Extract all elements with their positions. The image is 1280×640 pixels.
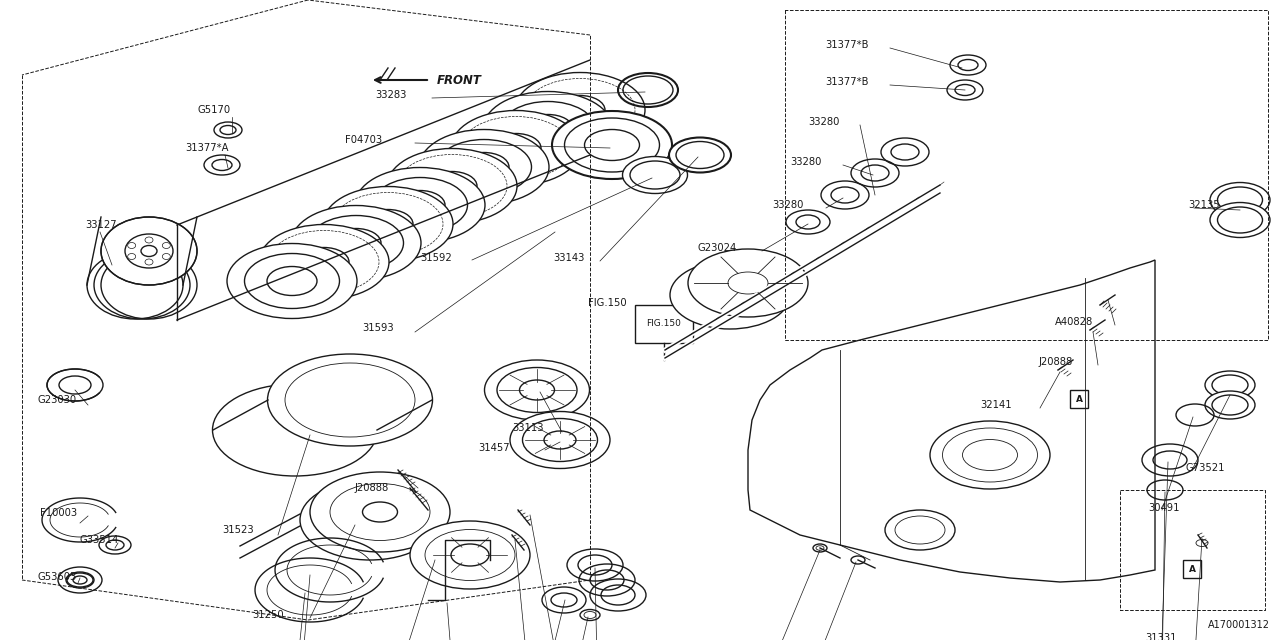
Text: 30491: 30491 xyxy=(1148,503,1179,513)
Ellipse shape xyxy=(268,354,433,446)
Ellipse shape xyxy=(163,253,170,259)
Ellipse shape xyxy=(419,129,549,205)
Text: FIG.150: FIG.150 xyxy=(646,319,681,328)
Text: 31592: 31592 xyxy=(420,253,452,263)
Ellipse shape xyxy=(622,157,687,193)
Text: 33113: 33113 xyxy=(512,423,544,433)
Text: 32135: 32135 xyxy=(1188,200,1220,210)
Ellipse shape xyxy=(813,544,827,552)
Text: A170001312: A170001312 xyxy=(1208,620,1270,630)
Ellipse shape xyxy=(300,480,440,560)
Ellipse shape xyxy=(1204,391,1254,419)
Ellipse shape xyxy=(451,111,581,186)
Ellipse shape xyxy=(669,138,731,173)
Text: J20888: J20888 xyxy=(355,483,389,493)
Ellipse shape xyxy=(1210,182,1270,218)
Ellipse shape xyxy=(1204,371,1254,399)
Ellipse shape xyxy=(689,249,808,317)
Text: 33143: 33143 xyxy=(553,253,585,263)
Ellipse shape xyxy=(1210,202,1270,237)
Ellipse shape xyxy=(259,225,389,300)
Ellipse shape xyxy=(387,148,517,223)
Text: G73521: G73521 xyxy=(1185,463,1225,473)
Ellipse shape xyxy=(355,168,485,243)
Ellipse shape xyxy=(669,261,790,329)
Text: FRONT: FRONT xyxy=(436,74,481,86)
Text: G23024: G23024 xyxy=(698,243,737,253)
Text: 31593: 31593 xyxy=(362,323,394,333)
Text: G23030: G23030 xyxy=(38,395,77,405)
Text: F10003: F10003 xyxy=(40,508,77,518)
Ellipse shape xyxy=(851,556,865,564)
Ellipse shape xyxy=(410,521,530,589)
Text: 31377*B: 31377*B xyxy=(826,77,869,87)
Text: 33280: 33280 xyxy=(808,117,840,127)
Ellipse shape xyxy=(212,384,378,476)
Text: 31457: 31457 xyxy=(477,443,509,453)
Bar xyxy=(1070,390,1088,408)
Ellipse shape xyxy=(483,92,613,166)
Ellipse shape xyxy=(515,72,645,147)
Text: 31377*A: 31377*A xyxy=(186,143,229,153)
Text: G33514: G33514 xyxy=(79,535,119,545)
Text: G5170: G5170 xyxy=(198,105,232,115)
Text: 33127: 33127 xyxy=(84,220,116,230)
Text: J20888: J20888 xyxy=(1038,357,1073,367)
Ellipse shape xyxy=(323,186,453,262)
Text: FIG.150: FIG.150 xyxy=(588,298,627,308)
Ellipse shape xyxy=(145,259,154,265)
Text: 33280: 33280 xyxy=(772,200,804,210)
Bar xyxy=(1183,560,1201,578)
Ellipse shape xyxy=(163,243,170,248)
Text: 31377*B: 31377*B xyxy=(826,40,869,50)
Ellipse shape xyxy=(552,111,672,179)
Text: A: A xyxy=(1075,394,1083,403)
Bar xyxy=(635,305,692,343)
Text: A40828: A40828 xyxy=(1055,317,1093,327)
Ellipse shape xyxy=(580,609,600,621)
Ellipse shape xyxy=(101,217,197,285)
Text: A: A xyxy=(1189,564,1196,573)
Ellipse shape xyxy=(485,360,590,420)
Ellipse shape xyxy=(128,243,136,248)
Ellipse shape xyxy=(291,205,421,280)
Text: F04703: F04703 xyxy=(346,135,383,145)
Text: 31250: 31250 xyxy=(252,610,284,620)
Text: 31523: 31523 xyxy=(221,525,253,535)
Ellipse shape xyxy=(509,412,611,468)
Ellipse shape xyxy=(227,243,357,319)
Text: 33280: 33280 xyxy=(790,157,822,167)
Ellipse shape xyxy=(145,237,154,243)
Ellipse shape xyxy=(310,472,451,552)
Text: 32141: 32141 xyxy=(980,400,1011,410)
Ellipse shape xyxy=(128,253,136,259)
Text: G53603: G53603 xyxy=(38,572,77,582)
Text: 33283: 33283 xyxy=(375,90,406,100)
Text: 31331: 31331 xyxy=(1146,633,1176,640)
